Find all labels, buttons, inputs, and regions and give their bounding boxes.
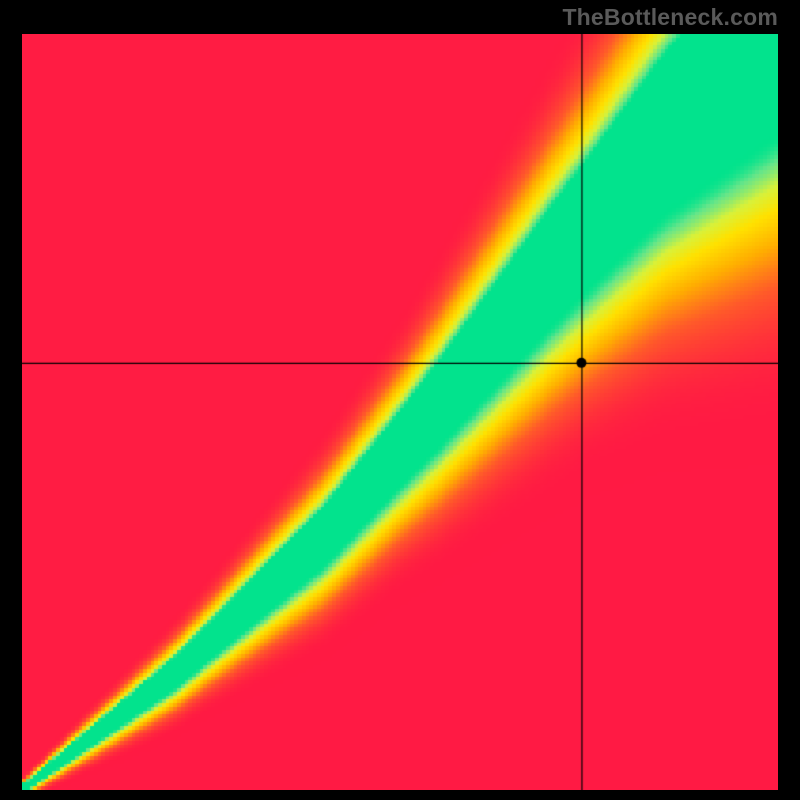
watermark-text: TheBottleneck.com	[562, 4, 778, 31]
bottleneck-heatmap	[22, 34, 778, 790]
